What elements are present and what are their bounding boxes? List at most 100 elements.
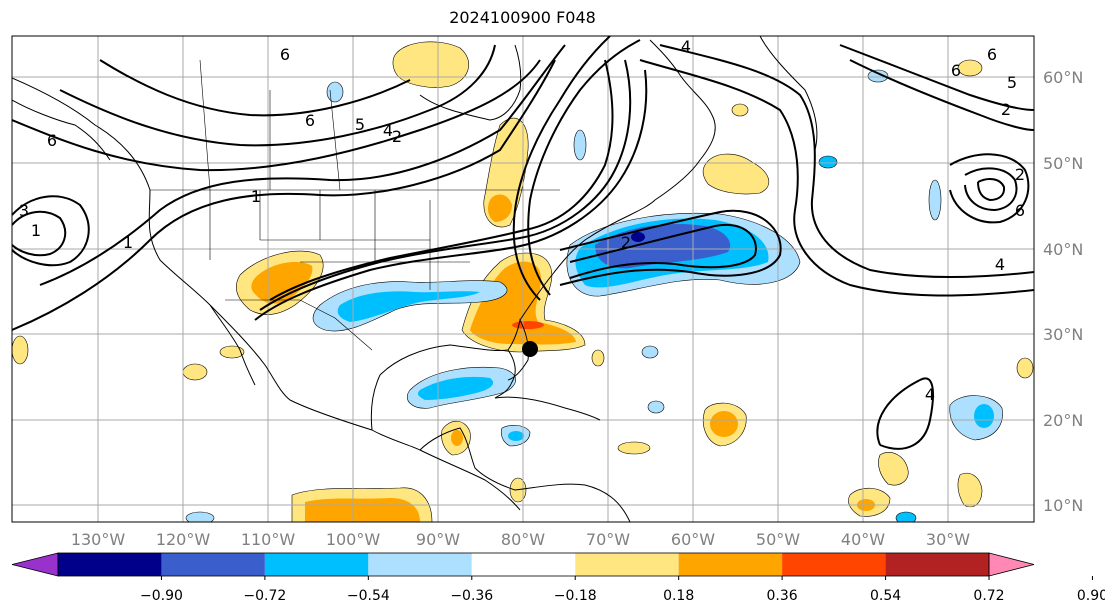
colorbar-tick-label: −0.18 [554, 588, 597, 604]
contour-label: 1 [123, 233, 133, 252]
contour-label: 6 [1015, 201, 1025, 220]
contour-label: 4 [383, 121, 393, 140]
contour-east-low-3 [977, 178, 1006, 202]
contour-label: 2 [621, 233, 631, 252]
positive-anomaly-southwest-core [251, 262, 313, 304]
colorbar-extend-high [988, 552, 1035, 577]
colorbar-tick-label: 0.36 [767, 588, 798, 604]
positive-anomaly-south-america-core [305, 498, 420, 522]
contour-subtropical [876, 377, 934, 450]
negative-anomaly-blob-5 [641, 345, 659, 359]
colorbar-swatch [885, 553, 989, 576]
contour-label: 6 [951, 61, 961, 80]
contour-lines [12, 36, 1034, 450]
latitude-label: 30°N [1043, 325, 1083, 344]
longitude-label: 100°W [326, 530, 381, 549]
latitude-label: 20°N [1043, 411, 1083, 430]
longitude-label: 80°W [501, 530, 545, 549]
hurricane-center-marker [522, 341, 538, 357]
longitude-label: 130°W [71, 530, 126, 549]
positive-anomaly-yucatan-core [451, 430, 463, 446]
positive-anomaly-blob-1 [731, 103, 749, 117]
contour-label: 2 [1015, 165, 1025, 184]
contour-label: 4 [681, 37, 691, 56]
contour-label: 6 [305, 111, 315, 130]
longitude-label: 60°W [671, 530, 715, 549]
longitude-label: 110°W [241, 530, 296, 549]
latitude-label: 10°N [1043, 496, 1083, 515]
negative-anomaly-blob-2 [928, 179, 942, 221]
coastline-baja [209, 304, 256, 386]
colorbar-swatch [782, 553, 886, 576]
colorbar-swatch [575, 553, 679, 576]
contour-label: 6 [280, 45, 290, 64]
latitude-label: 40°N [1043, 240, 1083, 259]
coastline-cuba [494, 396, 601, 421]
contour-label: 3 [19, 201, 29, 220]
positive-anomaly-blob-2 [957, 59, 983, 77]
longitude-label: 70°W [586, 530, 630, 549]
latitude-labels: 60°N 50°N 40°N 30°N 20°N 10°N [1043, 68, 1083, 515]
contour-ridge-north [12, 59, 541, 172]
coastline-central-america [419, 427, 516, 491]
contour-jet-4 [259, 59, 632, 311]
contour-jet-3 [254, 69, 648, 321]
longitude-label: 30°W [926, 530, 970, 549]
longitude-label: 90°W [416, 530, 460, 549]
negative-anomaly-atlantic-inner [595, 224, 731, 269]
colorbar-tick-label: 0.90 [1077, 588, 1105, 604]
longitude-label: 40°W [841, 530, 885, 549]
colorbar-tick-label: −0.72 [243, 588, 286, 604]
positive-anomaly-blob-8 [617, 441, 651, 455]
contour-trough-1 [512, 36, 611, 301]
coastlines [12, 36, 818, 522]
contour-label: 1 [31, 221, 41, 240]
colorbar-tick-label: 0.54 [870, 588, 901, 604]
contour-label: 1 [3, 229, 13, 248]
contour-low-east [559, 209, 782, 286]
colorbar-tick-label: 0.18 [663, 588, 694, 604]
negative-anomaly-blob-1 [818, 155, 838, 169]
contour-label: 6 [987, 45, 997, 64]
contour-trough-2 [527, 39, 641, 296]
contour-label: 5 [1007, 73, 1017, 92]
colorbar-swatch [264, 553, 369, 576]
longitude-label: 50°W [756, 530, 800, 549]
contour-label: 5 [355, 115, 365, 134]
coastline-gulf-mexico [370, 344, 516, 431]
contour-label: 1 [251, 187, 261, 206]
positive-anomaly-blob-4 [1016, 357, 1034, 379]
contour-label: 6 [47, 131, 57, 150]
positive-anomaly-far-east [878, 451, 909, 486]
contour-ridge-north-3 [99, 59, 411, 117]
us-mexico-border [225, 299, 373, 351]
coastline-hudson-bay [419, 44, 522, 121]
positive-anomaly-central-atlantic-core [710, 411, 738, 437]
longitude-labels: 130°W 120°W 110°W 100°W 90°W 80°W 70°W 60°W 50°W… [71, 530, 970, 549]
negative-anomaly-blob-6 [647, 400, 665, 414]
colorbar-swatch [161, 553, 265, 576]
coastline-south-america [514, 483, 631, 522]
contour-east-ridge [639, 59, 1034, 297]
negative-anomaly-east-atlantic-core [974, 404, 994, 428]
contour-east-low-2 [964, 167, 1018, 212]
coastline-greenland [759, 36, 818, 151]
negative-anomaly-caribbean-core [508, 431, 524, 441]
colorbar-swatch [471, 553, 576, 576]
negative-anomaly-atlantic-peak [631, 232, 645, 242]
colorbar-swatch [678, 553, 783, 576]
negative-anomaly-blob-7 [185, 511, 215, 522]
coastline-east-us [519, 199, 656, 321]
contour-ridge-north-2 [59, 44, 496, 147]
contour-label: 2 [392, 127, 402, 146]
positive-anomaly-blob-6 [219, 345, 245, 359]
coastline-alaska [12, 99, 111, 161]
province-border-3 [199, 59, 211, 191]
coastline-canada-east [649, 39, 716, 201]
colorbar [11, 552, 1035, 577]
colorbar-swatch [368, 553, 472, 576]
negative-anomaly-blob-8 [895, 511, 917, 522]
